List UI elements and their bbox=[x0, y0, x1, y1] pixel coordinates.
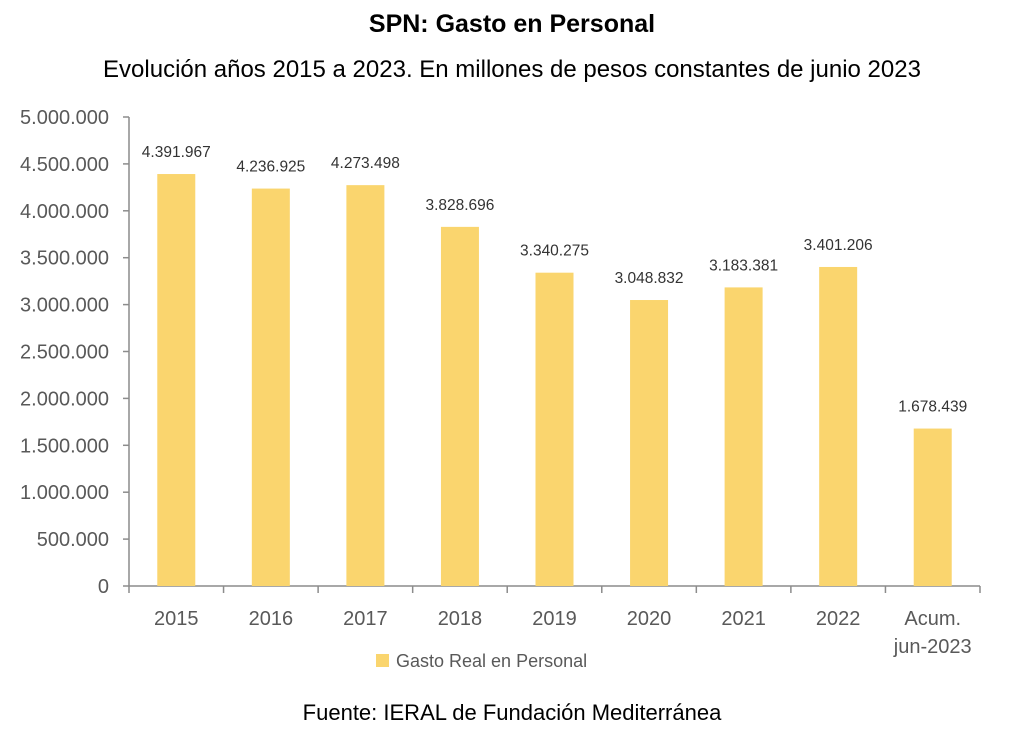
data-label: 4.391.967 bbox=[142, 144, 211, 161]
y-tick-label: 5.000.000 bbox=[20, 107, 109, 129]
bar bbox=[251, 188, 290, 587]
x-tick-label: Acum. bbox=[904, 608, 961, 630]
x-tick-label: 2020 bbox=[627, 608, 672, 630]
x-tick-label: 2015 bbox=[154, 608, 199, 630]
bar bbox=[535, 272, 574, 586]
data-label: 3.183.381 bbox=[709, 257, 778, 274]
y-tick-label: 2.000.000 bbox=[20, 388, 109, 410]
chart-source: Fuente: IERAL de Fundación Mediterránea bbox=[302, 700, 722, 725]
x-tick-label: jun-2023 bbox=[893, 636, 972, 658]
x-tick-label: 2022 bbox=[816, 608, 861, 630]
y-tick-label: 4.000.000 bbox=[20, 201, 109, 223]
y-tick-label: 1.000.000 bbox=[20, 482, 109, 504]
x-tick-label: 2018 bbox=[438, 608, 483, 630]
x-tick-label: 2021 bbox=[721, 608, 766, 630]
data-label: 3.048.832 bbox=[615, 270, 684, 287]
data-label: 4.236.925 bbox=[236, 159, 305, 176]
y-tick-label: 4.500.000 bbox=[20, 154, 109, 176]
y-tick-label: 3.500.000 bbox=[20, 248, 109, 270]
legend-label: Gasto Real en Personal bbox=[396, 651, 587, 671]
bar bbox=[724, 287, 763, 586]
bar bbox=[819, 266, 858, 586]
legend-swatch bbox=[376, 654, 389, 667]
y-tick-label: 2.500.000 bbox=[20, 342, 109, 364]
chart-title: SPN: Gasto en Personal bbox=[368, 10, 656, 38]
data-label: 3.828.696 bbox=[425, 197, 494, 214]
bar bbox=[630, 300, 669, 586]
y-tick-label: 0 bbox=[98, 576, 109, 598]
chart-subtitle: Evolución años 2015 a 2023. En millones … bbox=[103, 56, 921, 83]
bar bbox=[913, 428, 952, 586]
data-label: 4.273.498 bbox=[331, 155, 400, 172]
y-tick-label: 1.500.000 bbox=[20, 435, 109, 457]
bar bbox=[440, 226, 479, 586]
data-label: 1.678.439 bbox=[898, 399, 967, 416]
bar bbox=[346, 185, 385, 587]
bar bbox=[157, 174, 196, 586]
x-tick-label: 2016 bbox=[249, 608, 294, 630]
x-tick-label: 2017 bbox=[343, 608, 388, 630]
x-tick-label: 2019 bbox=[532, 608, 577, 630]
y-tick-label: 500.000 bbox=[37, 529, 109, 551]
data-label: 3.340.275 bbox=[520, 243, 589, 260]
data-label: 3.401.206 bbox=[804, 237, 873, 254]
y-tick-label: 3.000.000 bbox=[20, 295, 109, 317]
